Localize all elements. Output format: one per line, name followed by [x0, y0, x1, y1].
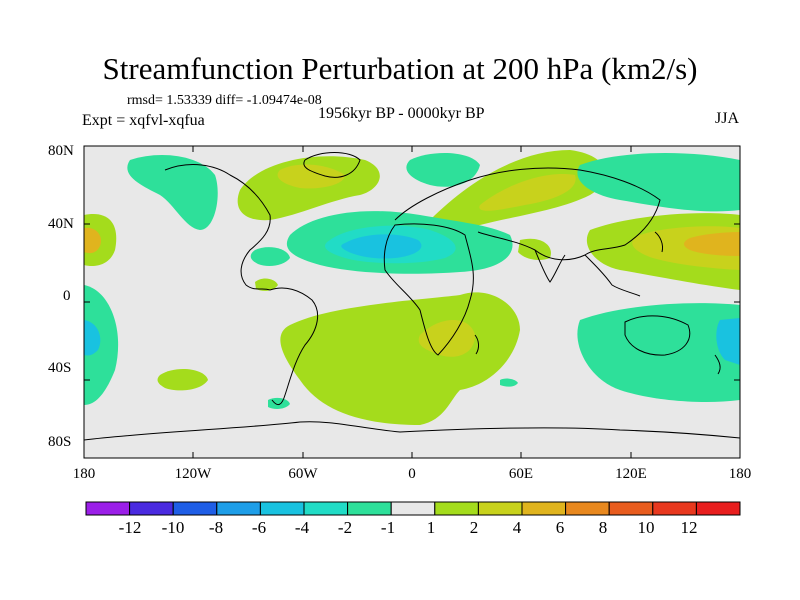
- contour-positive-east-pacific-core: [84, 227, 101, 254]
- season-label: JJA: [715, 110, 740, 127]
- contour-positive-africa-core: [418, 320, 475, 357]
- coastline-japan: [654, 231, 663, 253]
- period-label: 1956kyr BP - 0000kyr BP: [318, 105, 485, 122]
- coastline-eurasia: [394, 167, 661, 261]
- coastline-africa: [383, 223, 474, 356]
- x-tick-label: 120E: [615, 466, 647, 482]
- contour-negative-small-south-america: [268, 397, 290, 409]
- coastlines: [84, 152, 740, 441]
- colorbar-swatch: [303, 501, 349, 516]
- colorbar-label: 1: [426, 518, 436, 537]
- x-tick-label: 60W: [288, 466, 318, 482]
- x-tick-label: 180: [728, 466, 752, 482]
- colorbar-swatch: [565, 501, 610, 516]
- contour-negative-indian-ocean-core: [716, 318, 740, 365]
- coastline-southeast-asia: [584, 254, 641, 297]
- colorbar-swatch: [521, 501, 567, 516]
- stats-line: rmsd= 1.53339 diff= -1.09474e-08: [127, 93, 322, 108]
- x-tick-label: 60E: [508, 466, 534, 482]
- colorbar-label: -4: [294, 518, 310, 537]
- y-tick-label: 40N: [48, 216, 74, 232]
- contour-positive-south-pacific: [157, 368, 208, 391]
- contour-positive-eurasia-core: [479, 174, 576, 211]
- colorbar-swatch: [695, 501, 741, 516]
- coastline-north-america: [164, 164, 271, 291]
- colorbar-swatch: [434, 501, 479, 516]
- x-tick-label: 120W: [174, 466, 212, 482]
- colorbar-swatch: [390, 501, 436, 516]
- axis-ticks: [83, 145, 741, 459]
- contour-negative-small-madagascar: [500, 378, 518, 387]
- coastline-south-america: [269, 287, 319, 406]
- colorbar-label: -8: [208, 518, 224, 537]
- contour-negative-north-america-west: [250, 247, 290, 266]
- colorbar-label: -10: [161, 518, 185, 537]
- coastline-australia: [624, 315, 691, 356]
- colorbar-swatch: [172, 501, 218, 516]
- colorbar-swatch: [477, 501, 523, 516]
- colorbar-label: 8: [598, 518, 608, 537]
- colorbar-label: -12: [118, 518, 142, 537]
- colorbar-swatch: [259, 501, 305, 516]
- colorbar-swatch: [129, 501, 174, 516]
- colorbar-label: -1: [380, 518, 396, 537]
- colorbar-swatch: [608, 501, 654, 516]
- colorbar-label: 2: [469, 518, 479, 537]
- contour-negative-east-pacific-south: [84, 285, 119, 405]
- x-tick-label: 180: [72, 466, 96, 482]
- colorbar-swatch: [652, 501, 697, 516]
- colorbar-label: 4: [512, 518, 522, 537]
- colorbar-swatch: [85, 501, 131, 516]
- experiment-label: Expt = xqfvl-xqfua: [82, 112, 205, 129]
- coastline-india: [534, 249, 566, 283]
- contour-negative-indian-ocean: [577, 303, 740, 402]
- contour-negative-atlantic-core: [341, 234, 422, 259]
- contour-negative-north-eurasia: [577, 153, 740, 212]
- y-tick-label: 80S: [48, 434, 72, 450]
- chart-title: Streamfunction Perturbation at 200 hPa (…: [102, 51, 698, 86]
- colorbar-label: -2: [337, 518, 353, 537]
- contour-negative-north-atlantic: [406, 153, 480, 187]
- colorbar-label: -6: [251, 518, 267, 537]
- coastline-antarctica: [84, 421, 740, 441]
- contour-positive-small-africa: [255, 278, 278, 291]
- colorbar: [85, 501, 741, 516]
- y-tick-label: 80N: [48, 143, 74, 159]
- contour-negative-east-pacific-south-core: [84, 320, 101, 356]
- contour-positive-north-america-core: [277, 164, 345, 189]
- x-tick-label: 0: [408, 466, 416, 482]
- contour-negative-east-pacific-north: [127, 155, 218, 230]
- y-tick-label: 40S: [48, 360, 72, 376]
- colorbar-swatch: [347, 501, 392, 516]
- y-tick-label: 0: [63, 288, 71, 304]
- coastline-greenland: [303, 152, 361, 178]
- colorbar-label: 12: [680, 518, 698, 537]
- colorbar-label: 6: [555, 518, 565, 537]
- colorbar-swatch: [216, 501, 261, 516]
- colorbar-label: 10: [637, 518, 655, 537]
- coastline-madagascar: [474, 334, 479, 355]
- contour-positive-west-pacific-max: [684, 232, 740, 256]
- coastline-new-zealand: [714, 354, 721, 375]
